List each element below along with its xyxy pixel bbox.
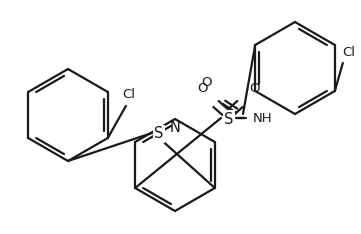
Text: Cl: Cl [122, 88, 135, 102]
Text: S: S [154, 127, 164, 142]
Text: Cl: Cl [342, 47, 355, 59]
Text: O: O [249, 81, 259, 95]
Text: N: N [170, 120, 180, 135]
Text: O: O [197, 81, 207, 95]
Text: S: S [224, 111, 234, 127]
Text: NH: NH [253, 111, 273, 124]
Text: O: O [202, 76, 212, 88]
